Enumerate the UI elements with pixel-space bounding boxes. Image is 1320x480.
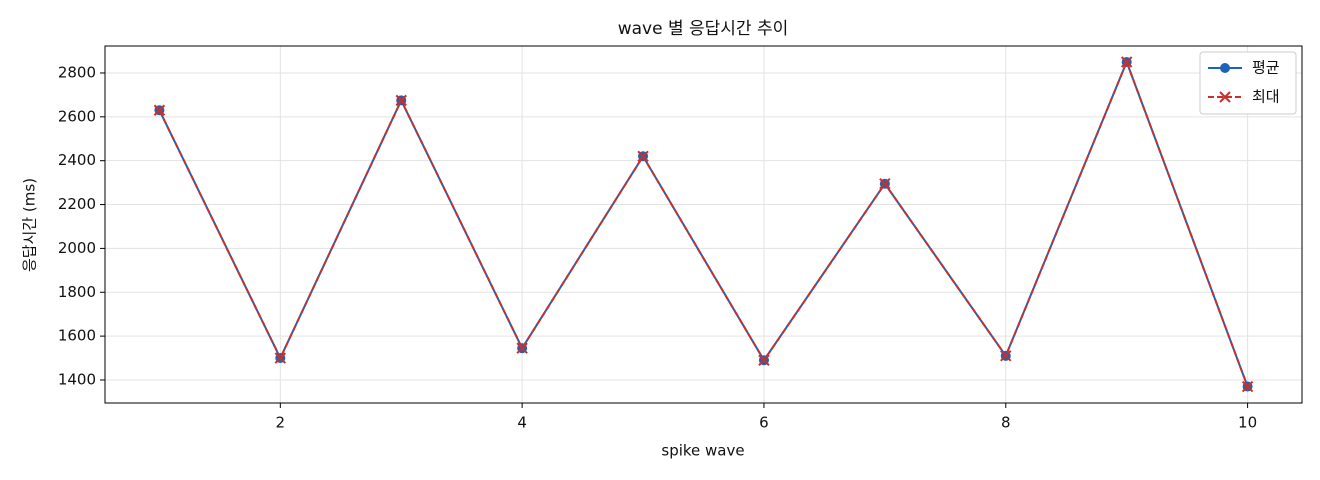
- legend-marker: [1219, 91, 1231, 103]
- y-tick-label: 1400: [58, 370, 96, 388]
- marker: [637, 150, 649, 163]
- legend-box: [1199, 51, 1297, 115]
- x-tick-label: 8: [1001, 414, 1011, 432]
- y-tick-label: 2400: [58, 151, 96, 169]
- legend-label: 최대: [1252, 88, 1280, 106]
- x-tick-label: 2: [276, 414, 286, 432]
- marker: [758, 354, 770, 366]
- marker: [153, 104, 166, 116]
- chart-title: wave 별 응답시간 추이: [618, 19, 789, 39]
- legend-marker: [1220, 63, 1230, 73]
- legend-label: 평균: [1252, 59, 1280, 77]
- plot-frame: [104, 45, 1303, 404]
- x-tick-label: 4: [517, 414, 527, 432]
- marker: [879, 178, 891, 190]
- y-tick-label: 1600: [58, 327, 96, 345]
- line: [158, 59, 1249, 387]
- marker: [1000, 350, 1012, 362]
- x-axis-label: spike wave: [661, 442, 744, 460]
- y-tick-label: 1800: [58, 283, 96, 301]
- x-tick-label: 10: [1238, 414, 1257, 432]
- y-tick-label: 2200: [58, 195, 96, 213]
- marker: [274, 352, 287, 364]
- marker: [1241, 380, 1254, 393]
- y-tick-label: 2000: [58, 239, 96, 257]
- y-tick-label: 2600: [58, 107, 96, 125]
- marker: [516, 342, 528, 354]
- x-tick-label: 6: [759, 414, 769, 432]
- marker: [395, 94, 407, 107]
- y-tick-label: 2800: [58, 63, 96, 81]
- y-axis-label: 응답시간 (ms): [21, 178, 39, 272]
- marker: [1120, 56, 1133, 68]
